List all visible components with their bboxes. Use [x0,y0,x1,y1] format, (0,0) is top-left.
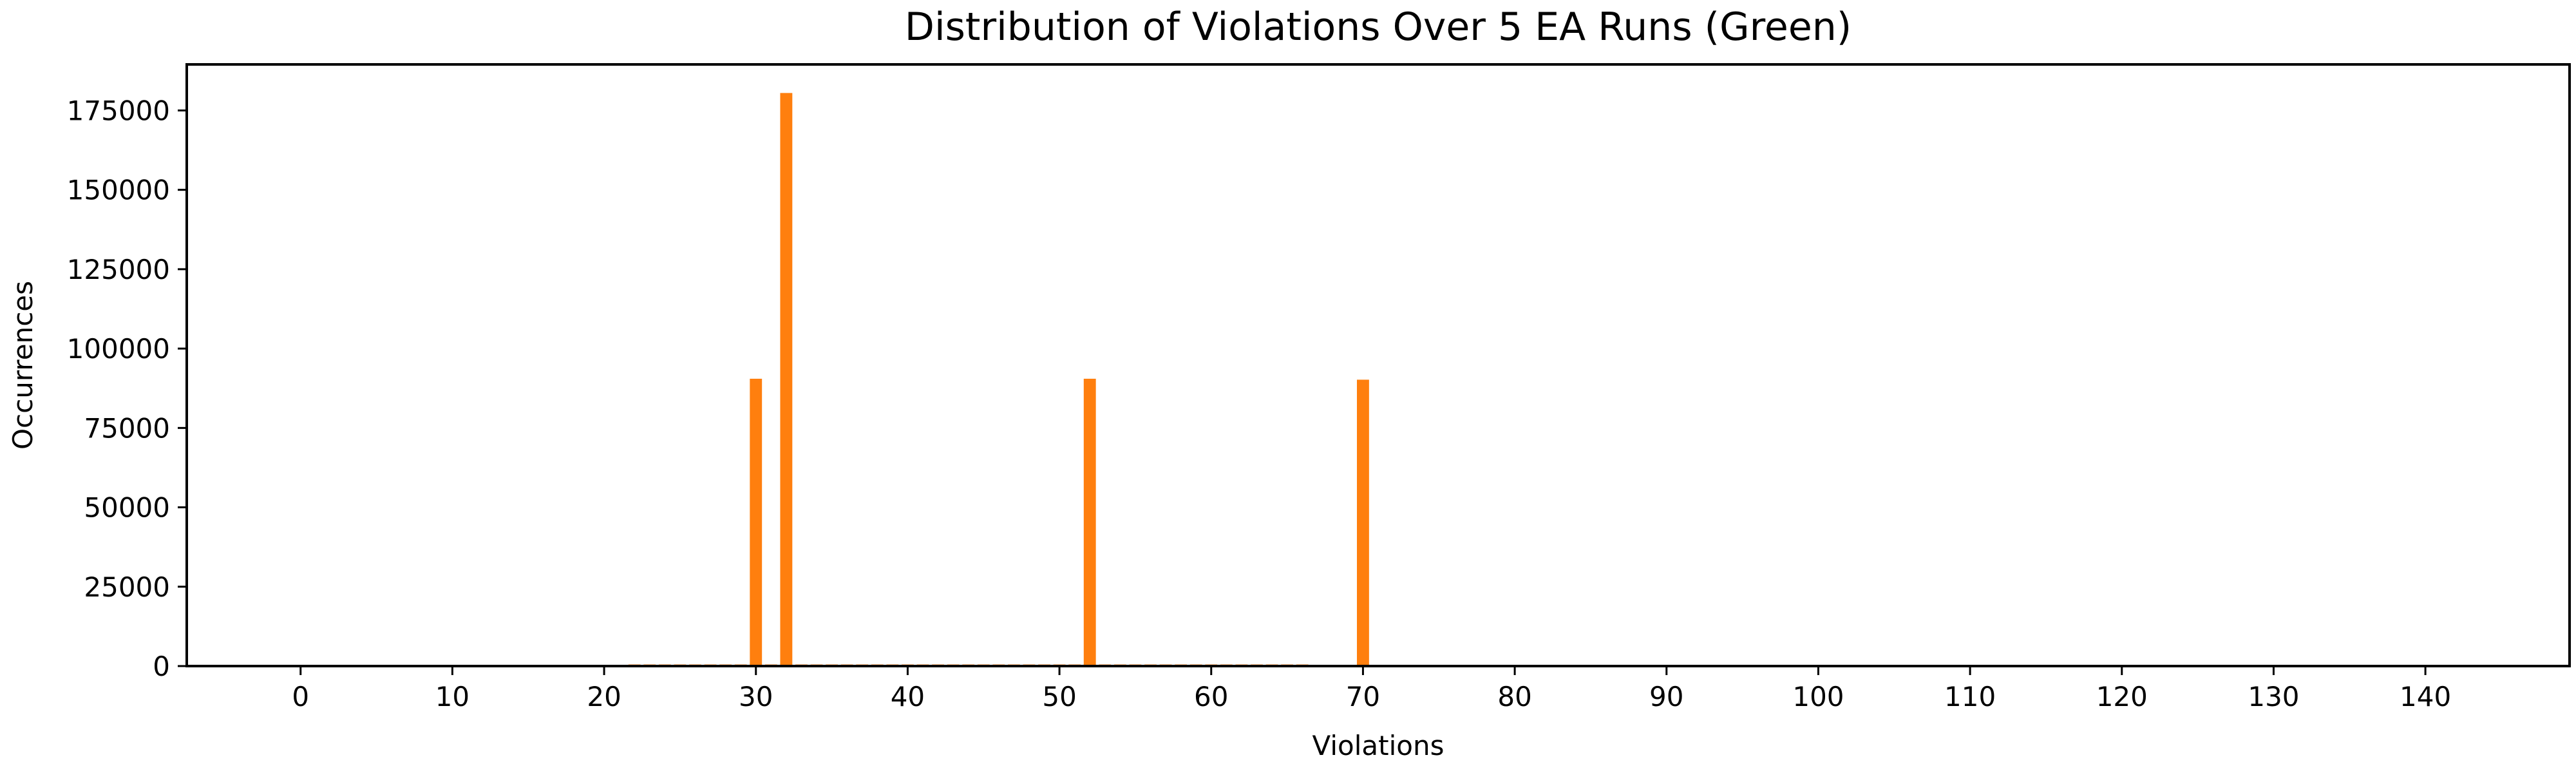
bar [1357,379,1369,666]
y-axis-ticks: 0 25000 50000 75000 100000 125000 150000 175000 [67,95,187,682]
y-tick-label: 175000 [67,95,170,126]
y-tick-label: 75000 [84,412,170,444]
x-tick-label: 10 [435,681,469,712]
y-tick-label: 125000 [67,254,170,285]
x-tick-label: 90 [1649,681,1683,712]
plot-frame [185,63,2571,667]
y-tick-label: 150000 [67,175,170,206]
x-tick-label: 30 [739,681,773,712]
x-tick-label: 50 [1042,681,1076,712]
bar [1083,378,1096,666]
y-tick-label: 50000 [84,492,170,524]
x-tick-label: 100 [1792,681,1844,712]
x-tick-label: 120 [2096,681,2148,712]
x-tick-label: 110 [1944,681,1996,712]
y-axis-label: Occurrences [7,281,39,450]
chart-title: Distribution of Violations Over 5 EA Run… [905,5,1852,50]
x-tick-label: 20 [587,681,621,712]
x-tick-label: 70 [1346,681,1380,712]
x-tick-label: 60 [1194,681,1228,712]
bar [780,93,793,667]
x-tick-label: 40 [891,681,925,712]
y-tick-label: 25000 [84,571,170,603]
bars-group [750,93,1369,667]
y-tick-label: 100000 [67,333,170,365]
x-tick-label: 140 [2400,681,2451,712]
x-tick-label: 80 [1497,681,1531,712]
bar [750,378,762,666]
x-tick-label: 0 [292,681,309,712]
x-tick-label: 130 [2248,681,2299,712]
y-tick-label: 0 [153,651,170,682]
x-axis-label: Violations [1312,730,1444,761]
x-axis-ticks: 0 10 20 30 40 50 60 70 80 90 100 110 120 130 140 [292,666,2451,712]
